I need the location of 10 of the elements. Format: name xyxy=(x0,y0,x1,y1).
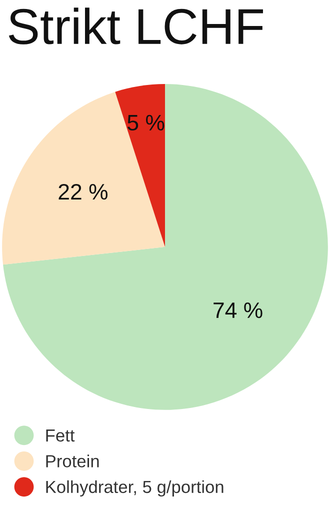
pie-slice xyxy=(115,84,166,247)
legend-label: Fett xyxy=(46,430,75,442)
legend-label: Kolhydrater, 5 g/portion xyxy=(46,480,224,497)
pie-slice xyxy=(2,92,166,265)
data-label: 74 % xyxy=(214,302,262,318)
legend-label: Protein xyxy=(46,454,99,468)
data-label: 5 % xyxy=(128,114,164,131)
data-label: 22 % xyxy=(58,184,108,200)
chart-title: Strikt LCHF xyxy=(8,8,263,44)
pie-slice xyxy=(3,84,328,410)
